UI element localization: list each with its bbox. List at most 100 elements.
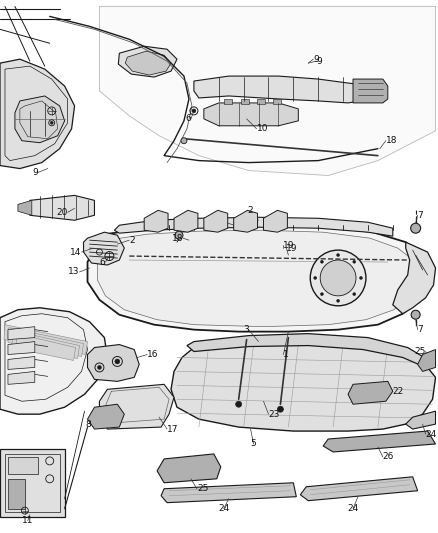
Polygon shape: [8, 479, 25, 508]
Polygon shape: [84, 232, 124, 265]
Text: 22: 22: [393, 387, 404, 396]
Polygon shape: [224, 99, 232, 104]
Circle shape: [175, 231, 183, 239]
Polygon shape: [0, 449, 65, 516]
Text: 26: 26: [383, 453, 394, 462]
Polygon shape: [8, 342, 35, 354]
Text: 11: 11: [22, 516, 34, 525]
Circle shape: [310, 250, 366, 306]
Text: 19: 19: [286, 244, 298, 253]
Text: 16: 16: [147, 350, 159, 359]
Text: 8: 8: [86, 419, 92, 429]
Text: 23: 23: [268, 410, 280, 418]
Polygon shape: [97, 230, 418, 327]
Polygon shape: [353, 79, 388, 103]
Polygon shape: [144, 211, 168, 232]
Text: 24: 24: [426, 430, 437, 439]
Text: 17: 17: [167, 425, 179, 433]
Polygon shape: [125, 51, 171, 75]
Text: 13: 13: [68, 268, 80, 277]
Polygon shape: [114, 217, 393, 236]
Polygon shape: [88, 404, 124, 429]
Polygon shape: [161, 483, 297, 503]
Text: 24: 24: [218, 504, 230, 513]
Polygon shape: [4, 325, 88, 354]
Circle shape: [97, 366, 102, 369]
Circle shape: [192, 109, 196, 113]
Text: 9: 9: [313, 55, 319, 63]
Text: 19: 19: [283, 240, 295, 249]
Polygon shape: [264, 211, 287, 232]
Text: 7: 7: [418, 325, 424, 334]
Polygon shape: [12, 330, 80, 359]
Text: 2: 2: [129, 236, 135, 245]
Polygon shape: [99, 384, 174, 429]
Text: 5: 5: [251, 440, 256, 448]
Text: 3: 3: [243, 325, 249, 334]
Polygon shape: [393, 242, 435, 314]
Circle shape: [360, 277, 363, 279]
Text: 18: 18: [386, 136, 397, 145]
Polygon shape: [0, 308, 107, 414]
Polygon shape: [16, 334, 76, 360]
Text: 1: 1: [283, 350, 289, 359]
Circle shape: [321, 260, 323, 263]
Polygon shape: [0, 59, 74, 168]
Text: 6: 6: [185, 115, 191, 123]
Polygon shape: [157, 454, 221, 483]
Circle shape: [321, 293, 323, 296]
Circle shape: [314, 277, 317, 279]
Polygon shape: [273, 99, 281, 104]
Polygon shape: [88, 344, 139, 381]
Polygon shape: [8, 372, 35, 384]
Circle shape: [411, 310, 420, 319]
Circle shape: [336, 300, 339, 302]
Polygon shape: [194, 76, 378, 103]
Polygon shape: [300, 477, 418, 500]
Text: 9: 9: [316, 56, 322, 66]
Polygon shape: [88, 224, 427, 332]
Text: 24: 24: [347, 504, 359, 513]
Text: 10: 10: [257, 124, 268, 133]
Polygon shape: [204, 103, 298, 126]
Polygon shape: [118, 46, 177, 77]
Circle shape: [181, 138, 187, 144]
Polygon shape: [15, 96, 65, 143]
Polygon shape: [8, 357, 35, 369]
Circle shape: [50, 122, 53, 124]
Polygon shape: [234, 211, 258, 232]
Circle shape: [353, 260, 356, 263]
Text: 2: 2: [248, 206, 254, 215]
Text: 6: 6: [100, 257, 106, 266]
Polygon shape: [174, 211, 198, 232]
Text: 7: 7: [418, 211, 424, 220]
Polygon shape: [99, 6, 435, 175]
Circle shape: [115, 359, 120, 364]
Polygon shape: [418, 350, 435, 372]
Polygon shape: [8, 457, 38, 474]
Polygon shape: [323, 431, 435, 452]
Text: 9: 9: [32, 168, 38, 177]
Text: 18: 18: [171, 233, 183, 243]
Polygon shape: [348, 381, 393, 404]
Text: 25: 25: [414, 347, 426, 356]
Text: 25: 25: [197, 484, 208, 493]
Polygon shape: [406, 411, 435, 429]
Circle shape: [353, 293, 356, 296]
Polygon shape: [18, 200, 32, 215]
Polygon shape: [8, 328, 84, 357]
Circle shape: [236, 401, 242, 407]
Polygon shape: [257, 99, 265, 104]
Circle shape: [411, 223, 420, 233]
Text: 14: 14: [70, 248, 81, 256]
Text: 20: 20: [56, 208, 67, 217]
Polygon shape: [240, 99, 249, 104]
Polygon shape: [30, 196, 95, 220]
Circle shape: [277, 406, 283, 412]
Circle shape: [336, 254, 339, 256]
Polygon shape: [8, 327, 35, 340]
Polygon shape: [171, 340, 435, 431]
Circle shape: [320, 260, 356, 296]
Polygon shape: [187, 334, 427, 367]
Polygon shape: [204, 211, 228, 232]
